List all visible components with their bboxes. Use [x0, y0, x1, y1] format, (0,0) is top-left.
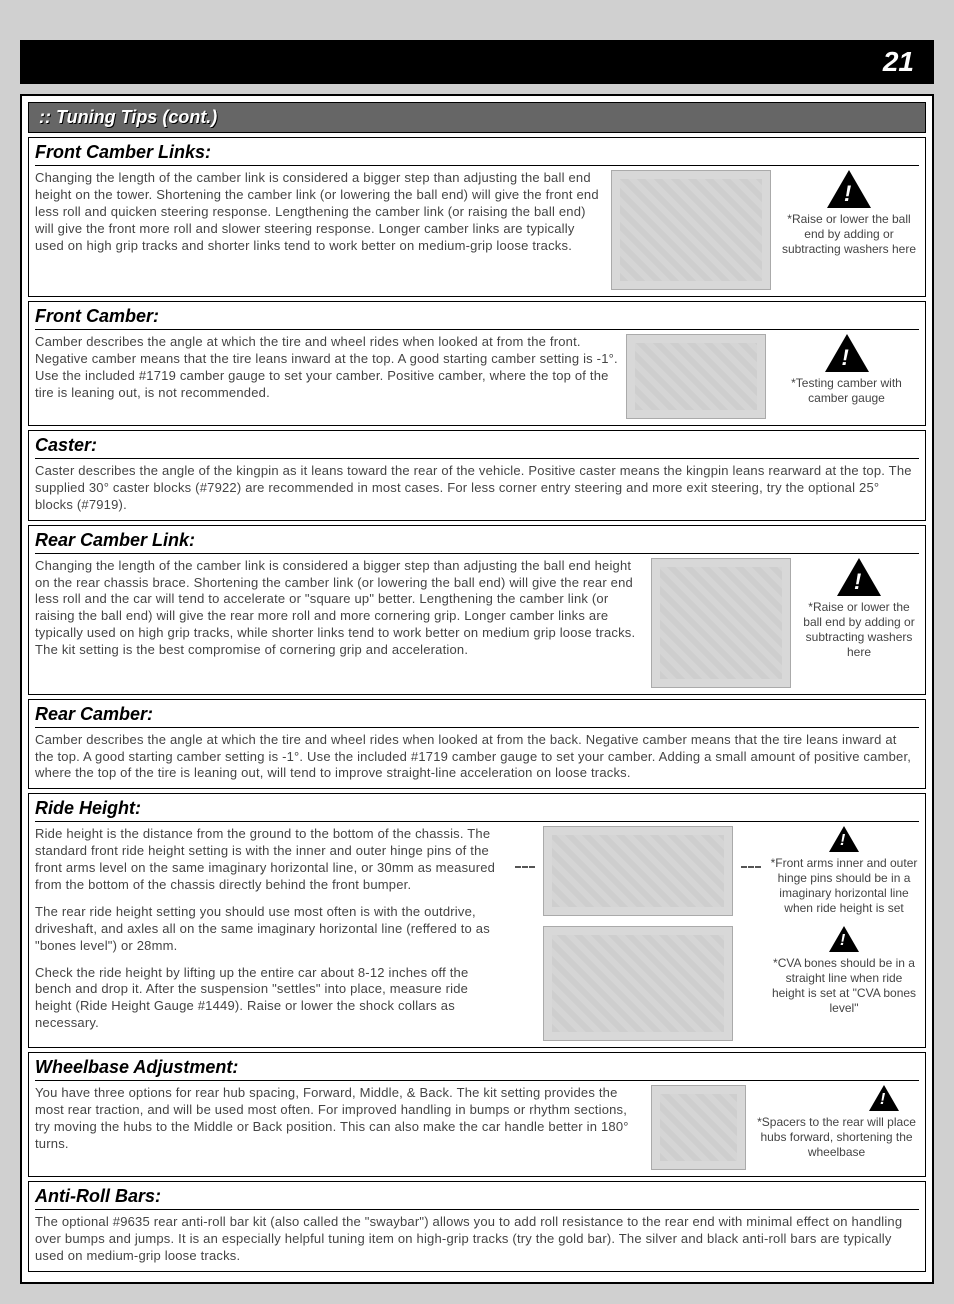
- section-title: Front Camber Links:: [35, 142, 919, 166]
- photo-front-ride-height: [543, 826, 733, 916]
- section-anti-roll-bars: Anti-Roll Bars: The optional #9635 rear …: [28, 1181, 926, 1272]
- section-body: The optional #9635 rear anti-roll bar ki…: [35, 1214, 919, 1265]
- warning-icon: [827, 170, 871, 208]
- warning-icon: [869, 1085, 899, 1111]
- diagram-front-camber-links: [611, 170, 771, 290]
- note-text: *CVA bones should be in a straight line …: [769, 956, 919, 1016]
- note-column: *Spacers to the rear will place hubs for…: [754, 1085, 919, 1160]
- section-front-camber: Front Camber: Camber describes the angle…: [28, 301, 926, 426]
- note-column: *Testing camber with camber gauge: [774, 334, 919, 406]
- section-body: Ride height is the distance from the gro…: [35, 826, 507, 1032]
- section-banner: :: Tuning Tips (cont.): [28, 102, 926, 133]
- note-text: *Testing camber with camber gauge: [774, 376, 919, 406]
- paragraph: Ride height is the distance from the gro…: [35, 826, 507, 894]
- paragraph: Check the ride height by lifting up the …: [35, 965, 507, 1033]
- section-body: Camber describes the angle at which the …: [35, 732, 919, 783]
- warning-icon: [829, 826, 859, 852]
- warning-icon: [837, 558, 881, 596]
- photo-rear-ride-height: [543, 926, 733, 1041]
- section-rear-camber-link: Rear Camber Link: Changing the length of…: [28, 525, 926, 695]
- note-text: *Front arms inner and outer hinge pins s…: [769, 856, 919, 916]
- section-front-camber-links: Front Camber Links: Changing the length …: [28, 137, 926, 297]
- section-body: Changing the length of the camber link i…: [35, 170, 603, 254]
- section-ride-height: Ride Height: Ride height is the distance…: [28, 793, 926, 1048]
- section-title: Caster:: [35, 435, 919, 459]
- note-column: *Raise or lower the ball end by adding o…: [779, 170, 919, 257]
- section-body: Camber describes the angle at which the …: [35, 334, 618, 402]
- section-body: Caster describes the angle of the kingpi…: [35, 463, 919, 514]
- note-text: *Raise or lower the ball end by adding o…: [799, 600, 919, 660]
- note-column: *CVA bones should be in a straight line …: [769, 926, 919, 1016]
- section-body: Changing the length of the camber link i…: [35, 558, 643, 659]
- section-title: Rear Camber:: [35, 704, 919, 728]
- section-body: You have three options for rear hub spac…: [35, 1085, 643, 1153]
- section-title: Anti-Roll Bars:: [35, 1186, 919, 1210]
- section-title: Front Camber:: [35, 306, 919, 330]
- dash-line-left: [515, 866, 535, 868]
- note-column: *Front arms inner and outer hinge pins s…: [769, 826, 919, 916]
- diagram-hub-spacers: [651, 1085, 746, 1170]
- warning-icon: [829, 926, 859, 952]
- section-caster: Caster: Caster describes the angle of th…: [28, 430, 926, 521]
- section-title: Wheelbase Adjustment:: [35, 1057, 919, 1081]
- photo-camber-gauge: [626, 334, 766, 419]
- section-rear-camber: Rear Camber: Camber describes the angle …: [28, 699, 926, 790]
- section-title: Rear Camber Link:: [35, 530, 919, 554]
- note-text: *Raise or lower the ball end by adding o…: [779, 212, 919, 257]
- page-number: 21: [883, 46, 914, 77]
- manual-page: 21 :: Tuning Tips (cont.) Front Camber L…: [0, 0, 954, 1304]
- paragraph: The rear ride height setting you should …: [35, 904, 507, 955]
- note-text: *Spacers to the rear will place hubs for…: [754, 1115, 919, 1160]
- section-wheelbase: Wheelbase Adjustment: You have three opt…: [28, 1052, 926, 1177]
- dash-line-right: [741, 866, 761, 868]
- diagram-rear-camber-link: [651, 558, 791, 688]
- page-number-header: 21: [20, 40, 934, 84]
- ride-height-images: [543, 826, 733, 1041]
- warning-icon: [825, 334, 869, 372]
- ride-height-notes: *Front arms inner and outer hinge pins s…: [769, 826, 919, 1016]
- section-title: Ride Height:: [35, 798, 919, 822]
- content-container: :: Tuning Tips (cont.) Front Camber Link…: [20, 94, 934, 1284]
- note-column: *Raise or lower the ball end by adding o…: [799, 558, 919, 660]
